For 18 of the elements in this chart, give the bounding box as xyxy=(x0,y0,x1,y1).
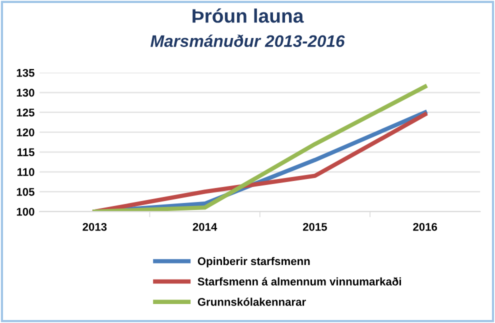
legend-label: Grunnskólakennarar xyxy=(198,298,306,306)
y-tick-label: 115 xyxy=(18,148,34,156)
y-tick-label: 110 xyxy=(18,168,34,176)
x-tick-label: 2013 xyxy=(82,222,107,231)
y-tick-label: 125 xyxy=(16,108,34,116)
legend-label: Opinberir starfsmenn xyxy=(198,256,310,268)
chart-title: Þróun launa xyxy=(192,8,304,23)
y-tick-label: 130 xyxy=(16,88,34,97)
y-tick-label: 105 xyxy=(16,188,34,196)
legend-label: Starfsmenn á almennum vinnumarkaði xyxy=(198,277,401,286)
line-series xyxy=(92,84,428,212)
x-tick-label: 2015 xyxy=(302,222,327,231)
y-tick-label: 100 xyxy=(16,208,34,216)
chart-subtitle: Marsmánuður 2013-2016 xyxy=(150,34,345,47)
y-tick-label: 120 xyxy=(16,128,34,136)
x-tick-label: 2016 xyxy=(413,222,438,231)
y-tick-label: 135 xyxy=(16,68,34,77)
x-tick-label: 2014 xyxy=(192,222,218,231)
